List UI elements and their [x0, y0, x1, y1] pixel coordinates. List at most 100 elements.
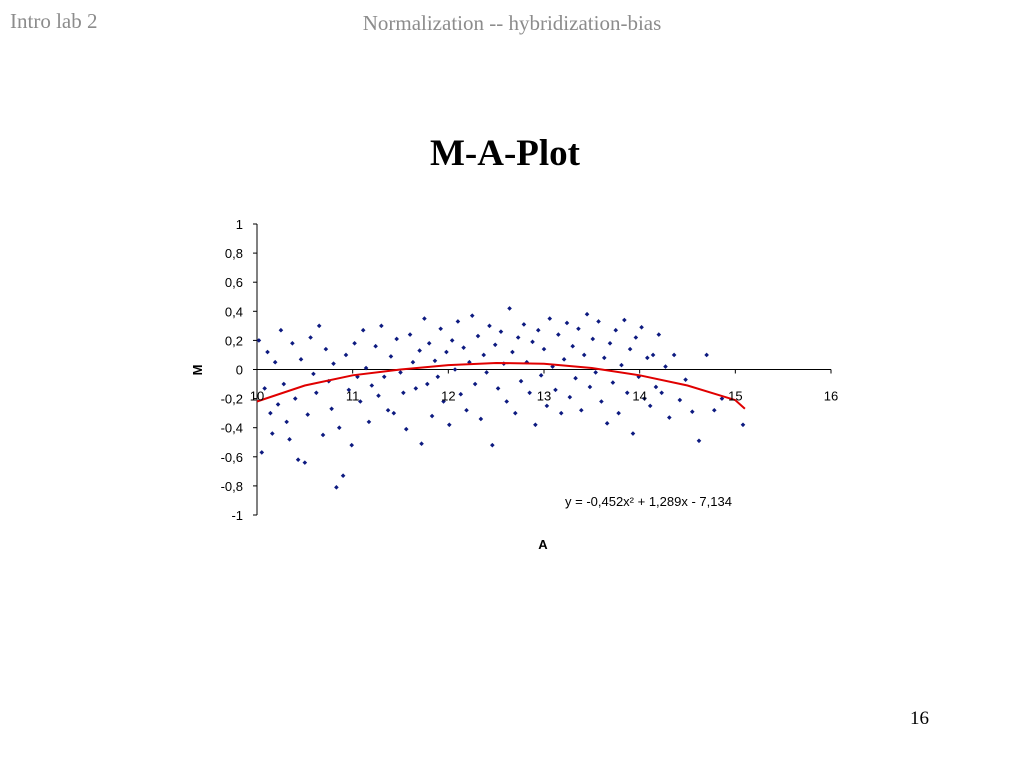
data-point — [481, 352, 487, 358]
y-tick-label: 0,8 — [225, 246, 243, 261]
data-point — [527, 390, 532, 396]
data-point — [639, 325, 644, 330]
data-point — [472, 381, 478, 387]
data-point — [461, 345, 466, 350]
data-point — [272, 359, 278, 365]
y-axis-label: M — [190, 365, 205, 376]
data-point — [435, 374, 441, 380]
data-point — [570, 343, 575, 349]
data-point — [579, 407, 584, 413]
y-tick-labels: 1 0,8 0,6 0,4 0,2 0 -0,2 -0,4 -0,6 -0,8 -1 — [221, 217, 243, 523]
data-point — [270, 431, 275, 436]
data-point — [281, 381, 287, 387]
data-point — [316, 323, 322, 329]
data-point — [308, 335, 313, 340]
chart-axes — [253, 223, 832, 516]
data-point — [610, 380, 616, 385]
data-point — [533, 422, 538, 428]
data-point — [363, 365, 369, 371]
x-tick-label: 16 — [824, 389, 838, 404]
data-point — [653, 384, 659, 390]
data-point — [593, 370, 598, 375]
data-point — [484, 370, 489, 375]
data-point — [373, 343, 378, 349]
data-point — [458, 391, 464, 397]
data-point — [413, 386, 419, 391]
data-point — [379, 323, 384, 329]
data-point — [624, 390, 630, 396]
data-point — [619, 362, 624, 368]
data-point — [515, 335, 521, 340]
data-point — [455, 319, 461, 324]
data-point — [561, 357, 567, 362]
x-tick-label: 13 — [537, 389, 551, 404]
data-point — [331, 361, 336, 366]
data-point — [292, 396, 298, 401]
data-point — [369, 383, 375, 388]
data-point — [576, 326, 581, 332]
data-point — [302, 460, 308, 465]
data-point — [391, 410, 397, 416]
data-point — [645, 355, 650, 361]
data-point — [677, 397, 683, 403]
data-point — [287, 437, 292, 442]
data-point — [558, 410, 564, 416]
data-point — [376, 393, 381, 398]
data-point — [521, 322, 527, 327]
x-tick-label: 12 — [441, 389, 455, 404]
data-point — [584, 311, 590, 317]
data-point — [346, 387, 352, 393]
data-point — [530, 339, 535, 345]
data-point — [388, 354, 394, 359]
data-point — [401, 390, 406, 396]
data-point — [567, 394, 573, 400]
x-tick-label: 10 — [250, 389, 264, 404]
data-point — [642, 396, 647, 401]
data-point — [298, 357, 304, 362]
data-point — [268, 410, 273, 416]
data-point — [352, 341, 357, 346]
data-point — [323, 346, 329, 352]
data-point — [426, 341, 432, 346]
data-point — [538, 373, 544, 378]
y-tick-label: 0 — [236, 363, 243, 378]
data-point — [663, 364, 668, 369]
data-point — [469, 313, 475, 318]
data-point — [656, 332, 662, 337]
x-axis-label: A — [538, 537, 548, 552]
page-number: 16 — [910, 708, 929, 729]
data-point — [596, 319, 601, 324]
data-point — [487, 323, 492, 329]
data-point — [535, 327, 541, 333]
data-point — [446, 422, 452, 428]
data-point — [444, 349, 449, 355]
data-point — [419, 441, 424, 447]
data-point — [478, 416, 484, 422]
data-point — [587, 384, 593, 390]
data-point — [262, 386, 267, 391]
data-point — [518, 378, 524, 384]
data-point — [381, 374, 387, 380]
data-point — [683, 377, 688, 382]
data-point — [432, 358, 438, 364]
data-point — [398, 370, 403, 375]
data-point — [601, 355, 607, 361]
data-point — [311, 371, 316, 377]
data-point — [452, 367, 458, 372]
data-point — [704, 352, 709, 358]
x-tick-label: 15 — [728, 389, 742, 404]
y-tick-label: -1 — [231, 508, 243, 523]
data-point — [541, 346, 547, 352]
data-point — [259, 450, 265, 455]
data-point — [284, 419, 289, 425]
data-point — [475, 333, 481, 339]
data-point — [647, 403, 653, 409]
data-point — [422, 316, 427, 321]
data-point — [278, 327, 284, 333]
data-point — [410, 359, 416, 365]
data-point — [633, 335, 639, 340]
data-point — [314, 390, 319, 396]
data-point — [320, 432, 326, 438]
data-point — [696, 438, 702, 444]
